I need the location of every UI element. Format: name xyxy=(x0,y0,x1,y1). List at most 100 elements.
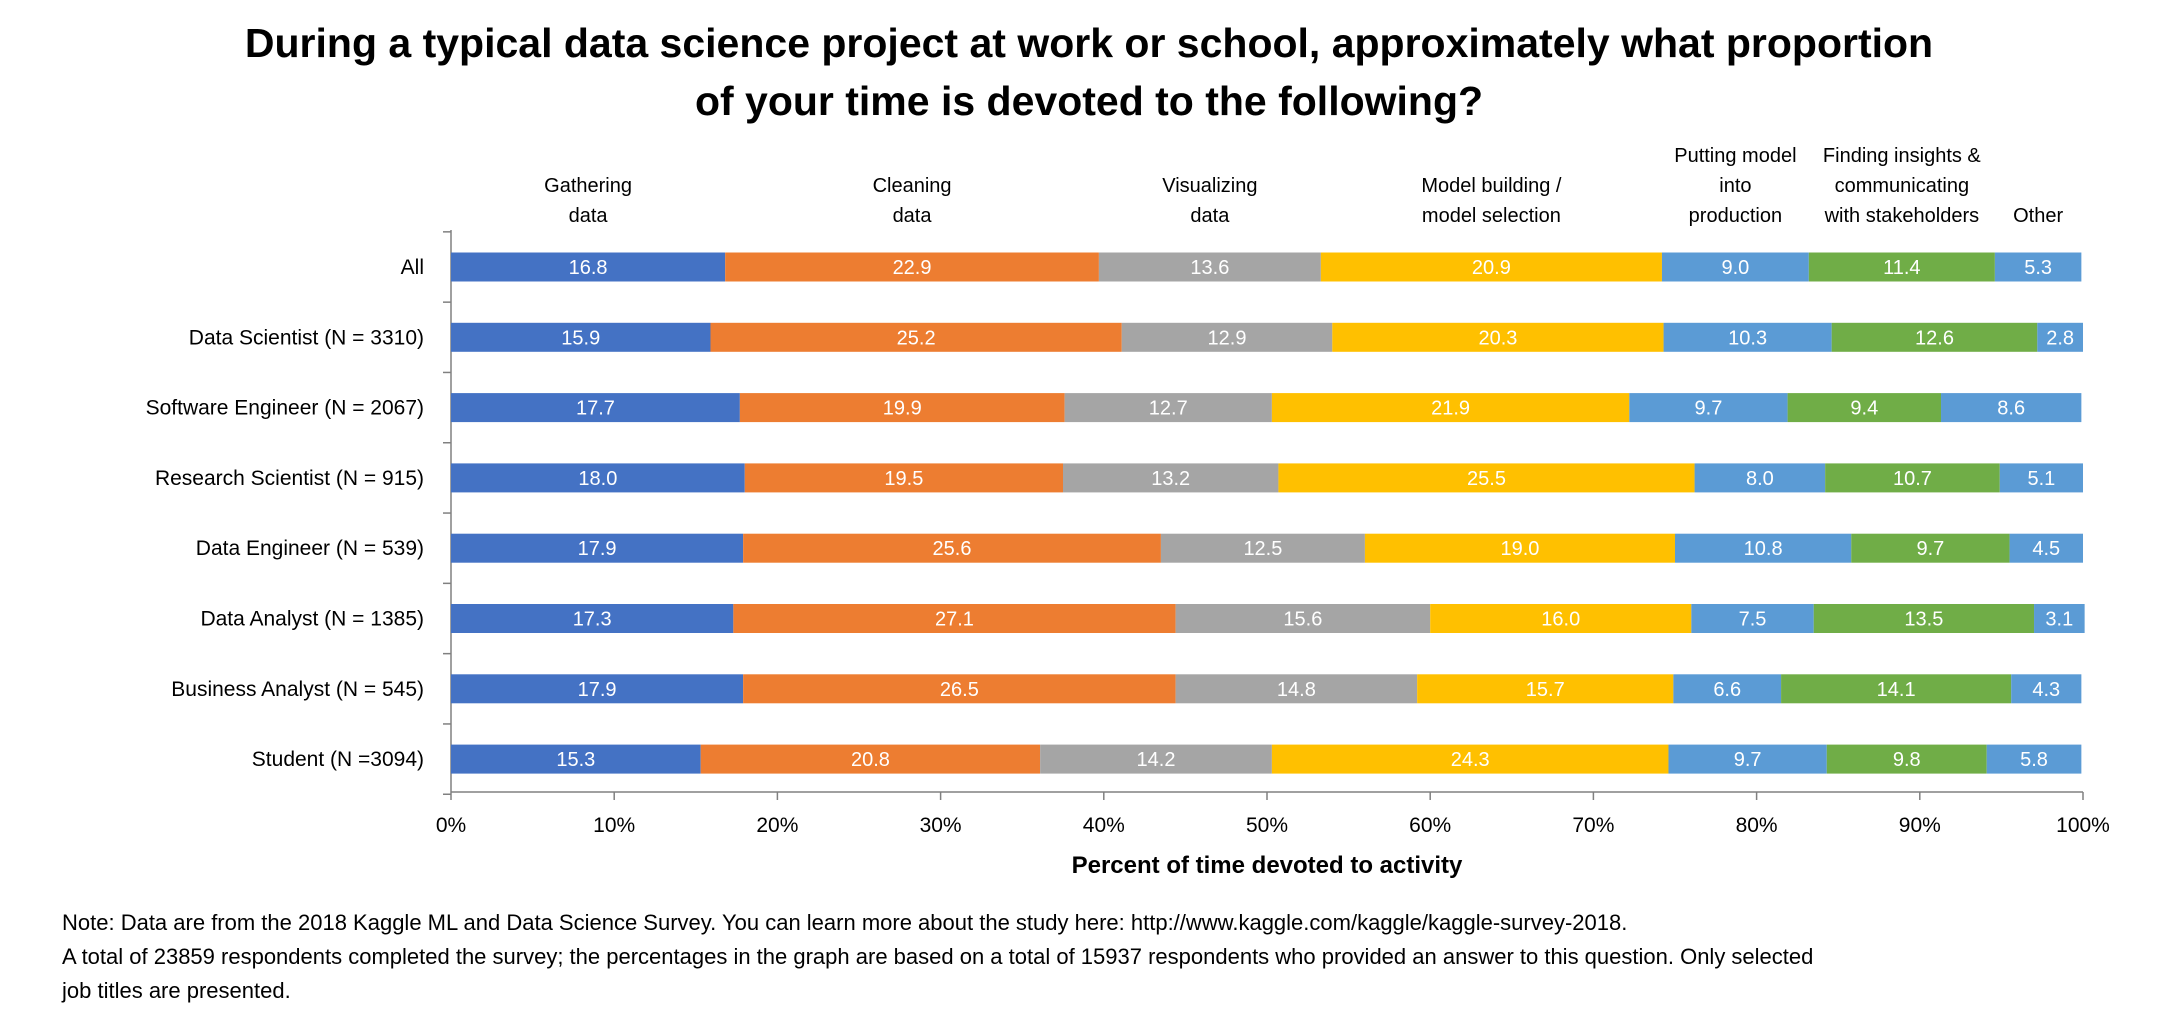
bar-segment xyxy=(451,393,740,423)
bar-value-label: 15.9 xyxy=(561,327,600,349)
bar-segment xyxy=(1040,744,1272,774)
bar-value-label: 17.3 xyxy=(573,609,612,631)
x-tick-label: 20% xyxy=(756,814,798,837)
category-label: Data Engineer (N = 539) xyxy=(196,537,424,560)
chart-title-line1: During a typical data science project at… xyxy=(244,20,1934,66)
bar-value-label: 10.7 xyxy=(1893,468,1932,490)
bar-value-label: 24.3 xyxy=(1451,749,1490,771)
bar-segment xyxy=(1278,463,1695,493)
bar-segment xyxy=(1826,744,1987,774)
bar-value-label: 27.1 xyxy=(935,609,974,631)
category-label: Research Scientist (N = 915) xyxy=(155,467,424,490)
bar-value-label: 12.9 xyxy=(1208,327,1247,349)
chart-title-line2: of your time is devoted to the following… xyxy=(694,78,1484,124)
bar-segment xyxy=(743,533,1161,563)
bar-segment xyxy=(1994,252,2082,282)
series-header-label: Putting model xyxy=(1674,145,1796,167)
series-header-label: with stakeholders xyxy=(1824,205,1980,227)
bar-segment xyxy=(1063,463,1279,493)
bar-segment xyxy=(1691,604,1814,633)
bar-value-label: 19.9 xyxy=(883,398,922,420)
bar-value-label: 12.7 xyxy=(1149,398,1188,420)
bar-value-label: 17.7 xyxy=(576,398,615,420)
bar-value-label: 3.1 xyxy=(2045,609,2073,631)
category-label: Data Analyst (N = 1385) xyxy=(200,608,424,631)
series-header-label: Gathering xyxy=(544,175,632,197)
x-tick-label: 80% xyxy=(1736,814,1778,837)
category-label: All xyxy=(401,256,424,279)
x-tick-label: 70% xyxy=(1572,814,1614,837)
bar-segment xyxy=(1661,252,1809,282)
bar-segment xyxy=(1430,604,1692,633)
bar-segment xyxy=(744,463,1063,493)
bar-segment xyxy=(1064,393,1272,423)
bar-segment xyxy=(1417,674,1674,704)
bar-segment xyxy=(451,604,734,633)
bar-segment xyxy=(2034,604,2085,633)
bar-segment xyxy=(1320,252,1662,282)
bar-value-label: 22.9 xyxy=(893,257,932,279)
bar-value-label: 9.0 xyxy=(1721,257,1749,279)
bar-segment xyxy=(1787,393,1942,423)
bar-segment xyxy=(743,674,1176,704)
bar-segment xyxy=(1808,252,1995,282)
bar-value-label: 10.8 xyxy=(1744,538,1783,560)
bar-segment xyxy=(1098,252,1321,282)
bar-segment xyxy=(1675,533,1852,563)
category-label: Data Scientist (N = 3310) xyxy=(189,326,424,349)
bar-value-label: 6.6 xyxy=(1713,679,1741,701)
note-line-2: A total of 23859 respondents completed t… xyxy=(62,944,1814,969)
bar-value-label: 4.5 xyxy=(2032,538,2060,560)
x-tick-label: 90% xyxy=(1899,814,1941,837)
bar-value-label: 12.6 xyxy=(1915,327,1954,349)
bar-segment xyxy=(451,252,726,282)
bar-segment xyxy=(1175,674,1418,704)
bar-segment xyxy=(1271,744,1669,774)
series-header-label: Visualizing xyxy=(1162,175,1257,197)
bar-value-label: 9.4 xyxy=(1850,398,1878,420)
bar-value-label: 20.3 xyxy=(1478,327,1517,349)
bar-value-label: 9.7 xyxy=(1734,749,1762,771)
bar-value-label: 8.0 xyxy=(1746,468,1774,490)
x-tick-label: 40% xyxy=(1083,814,1125,837)
bar-value-label: 9.8 xyxy=(1893,749,1921,771)
bar-value-label: 9.7 xyxy=(1917,538,1945,560)
bar-segment xyxy=(710,322,1122,352)
bar-segment xyxy=(1629,393,1788,423)
series-header-label: production xyxy=(1689,205,1782,227)
category-label: Software Engineer (N = 2067) xyxy=(146,397,424,420)
bar-value-label: 14.2 xyxy=(1137,749,1176,771)
bar-segment xyxy=(2037,322,2083,352)
x-tick-label: 100% xyxy=(2056,814,2110,837)
x-tick-label: 30% xyxy=(920,814,962,837)
category-label: Business Analyst (N = 545) xyxy=(171,678,424,701)
bar-value-label: 5.3 xyxy=(2024,257,2052,279)
bar-segment xyxy=(1999,463,2083,493)
bar-segment xyxy=(1825,463,2000,493)
bar-value-label: 14.8 xyxy=(1277,679,1316,701)
bar-segment xyxy=(1813,604,2035,633)
x-tick-label: 0% xyxy=(436,814,466,837)
bar-value-label: 19.0 xyxy=(1500,538,1539,560)
bar-segment xyxy=(2011,674,2082,704)
bar-value-label: 20.9 xyxy=(1472,257,1511,279)
series-header-label: Other xyxy=(2013,205,2063,227)
bar-value-label: 2.8 xyxy=(2046,327,2074,349)
bar-value-label: 10.3 xyxy=(1728,327,1767,349)
bar-segment xyxy=(1332,322,1664,352)
bar-segment xyxy=(451,674,744,704)
chart-title: During a typical data science project at… xyxy=(0,14,2178,130)
bar-segment xyxy=(1673,674,1782,704)
series-header-label: Finding insights & xyxy=(1823,145,1982,167)
bar-segment xyxy=(1694,463,1826,493)
x-tick-label: 10% xyxy=(593,814,635,837)
bar-value-label: 17.9 xyxy=(578,538,617,560)
x-tick-label: 50% xyxy=(1246,814,1288,837)
bar-segment xyxy=(1851,533,2010,563)
bar-value-label: 16.8 xyxy=(569,257,608,279)
chart-note: Note: Data are from the 2018 Kaggle ML a… xyxy=(62,906,2142,1008)
stacked-bar-chart: 0% 10% 20% 30% 40% 50% 60% 70% 80% 90% 100% Percent… xyxy=(146,145,2110,879)
bar-segment xyxy=(1941,393,2082,423)
bar-value-label: 9.7 xyxy=(1695,398,1723,420)
bar-value-label: 7.5 xyxy=(1739,609,1767,631)
